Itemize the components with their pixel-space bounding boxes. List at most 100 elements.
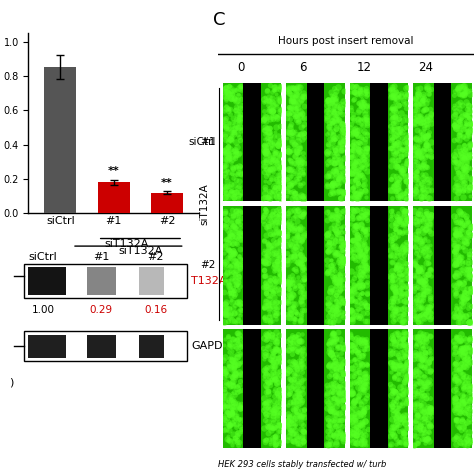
- Point: [403, 285, 411, 292]
- Point: [463, 105, 470, 113]
- Point: [465, 336, 473, 343]
- Point: [261, 206, 268, 213]
- Point: [229, 335, 237, 343]
- Point: [453, 122, 461, 130]
- Point: [359, 441, 367, 449]
- Point: [466, 402, 474, 410]
- Point: [338, 413, 346, 421]
- Point: [362, 264, 370, 271]
- Point: [356, 361, 364, 369]
- Point: [286, 310, 294, 317]
- Point: [360, 98, 368, 106]
- Point: [397, 290, 405, 297]
- Point: [335, 383, 343, 390]
- Point: [224, 304, 231, 312]
- Point: [267, 284, 274, 292]
- Point: [299, 210, 307, 218]
- Point: [332, 149, 340, 156]
- Point: [361, 187, 368, 195]
- Point: [361, 383, 368, 390]
- Point: [364, 102, 371, 110]
- Point: [392, 228, 399, 236]
- Point: [451, 416, 458, 423]
- Point: [404, 345, 411, 352]
- Point: [230, 309, 237, 317]
- Point: [362, 193, 369, 201]
- Point: [298, 349, 306, 356]
- Point: [225, 282, 233, 289]
- Point: [223, 260, 231, 268]
- Point: [356, 103, 364, 111]
- Point: [330, 84, 337, 92]
- Point: [276, 299, 284, 306]
- Point: [298, 214, 306, 221]
- Bar: [350, 329, 370, 448]
- Point: [331, 285, 339, 292]
- Point: [295, 144, 303, 151]
- Point: [291, 372, 299, 380]
- Point: [266, 165, 274, 173]
- Point: [459, 399, 467, 407]
- Point: [422, 287, 430, 295]
- Point: [273, 402, 281, 410]
- Point: [411, 230, 419, 237]
- Point: [349, 210, 357, 218]
- Point: [289, 338, 296, 346]
- Point: [235, 341, 243, 348]
- Point: [299, 285, 306, 292]
- Point: [398, 401, 406, 409]
- Point: [232, 282, 240, 289]
- Point: [223, 408, 230, 415]
- Point: [220, 419, 228, 427]
- Point: [403, 138, 410, 146]
- Point: [401, 440, 409, 448]
- Point: [417, 355, 424, 363]
- Point: [291, 283, 298, 290]
- Point: [426, 346, 434, 354]
- Point: [292, 104, 300, 112]
- Point: [324, 147, 331, 155]
- Point: [423, 378, 431, 386]
- Point: [456, 280, 464, 288]
- Point: [231, 106, 239, 114]
- Point: [415, 89, 422, 96]
- Point: [420, 192, 428, 200]
- Point: [423, 287, 430, 295]
- Point: [415, 100, 423, 108]
- Point: [358, 100, 366, 107]
- Point: [264, 140, 272, 148]
- Point: [271, 231, 279, 238]
- Point: [235, 382, 242, 389]
- Point: [357, 189, 365, 197]
- Point: [389, 346, 396, 354]
- Point: [221, 258, 228, 265]
- Point: [465, 144, 472, 151]
- Point: [287, 120, 294, 128]
- Point: [348, 407, 356, 415]
- Point: [397, 315, 404, 323]
- Point: [337, 100, 344, 107]
- Point: [291, 235, 299, 243]
- Point: [221, 403, 229, 410]
- Point: [401, 362, 408, 370]
- Point: [402, 161, 410, 168]
- Point: [417, 362, 424, 370]
- Point: [360, 437, 367, 445]
- Point: [224, 277, 231, 285]
- Point: [334, 84, 342, 91]
- Point: [299, 383, 307, 391]
- Point: [296, 224, 304, 231]
- Point: [283, 192, 291, 200]
- Point: [465, 114, 473, 122]
- Point: [399, 169, 407, 177]
- Point: [283, 175, 291, 183]
- Point: [414, 351, 421, 358]
- Point: [337, 366, 345, 374]
- Point: [359, 173, 366, 180]
- Point: [297, 191, 305, 199]
- Point: [276, 348, 283, 356]
- Point: [330, 418, 337, 425]
- Point: [414, 227, 421, 234]
- Point: [226, 90, 233, 98]
- Point: [456, 149, 464, 156]
